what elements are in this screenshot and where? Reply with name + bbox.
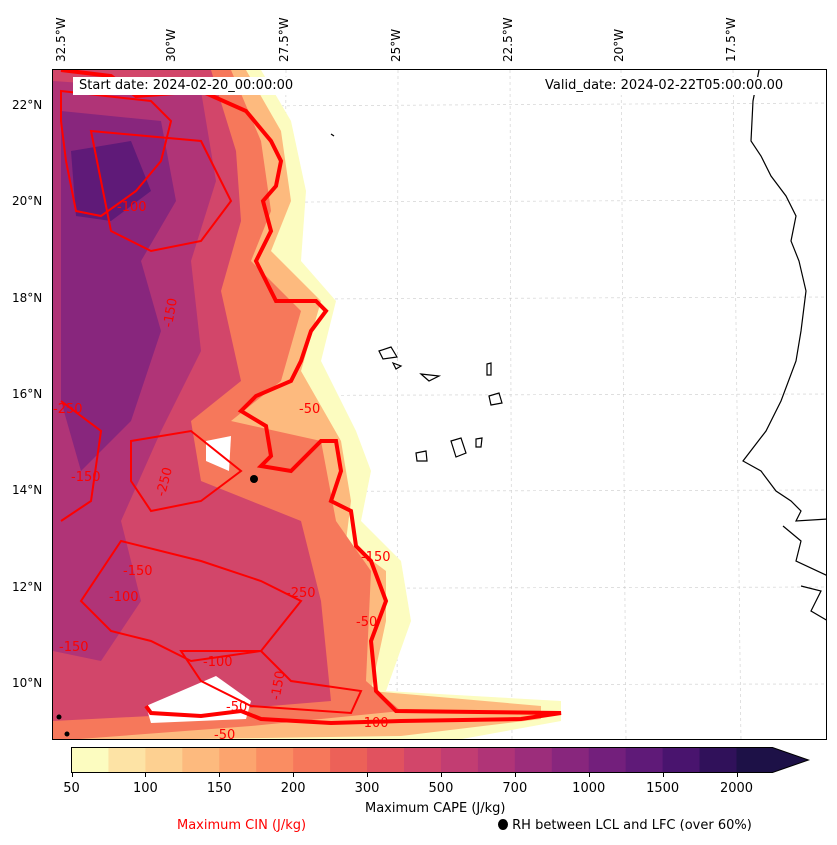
lat-label: 10°N	[12, 676, 43, 690]
colorbar-tick-label: 200	[280, 781, 306, 796]
colorbar-bin	[145, 747, 183, 773]
colorbar-bin	[514, 747, 553, 773]
contour-label: -50	[299, 402, 320, 417]
colorbar-bin	[551, 747, 590, 773]
rh-legend: RH between LCL and LFC (over 60%)	[498, 818, 752, 833]
colorbar-bin	[588, 747, 627, 773]
colorbar-bin	[330, 747, 368, 773]
contour-label: -100	[109, 590, 139, 605]
colorbar-bin	[367, 747, 405, 773]
contour-label: -100	[359, 716, 389, 731]
colorbar-bin	[477, 747, 516, 773]
lat-label: 22°N	[12, 98, 43, 112]
map-canvas: -100 -150 -250 -150 -50 -250 -150 -100 -…	[53, 70, 826, 740]
colorbar-bin	[256, 747, 294, 773]
colorbar-tick-label: 2000	[719, 781, 754, 796]
colorbar-tick-label: 300	[354, 781, 380, 796]
contour-label: -250	[53, 402, 83, 417]
contour-label: -150	[59, 640, 89, 655]
colorbar-bin	[662, 747, 701, 773]
colorbar-tick-mark	[71, 772, 73, 777]
colorbar-tick-label: 500	[428, 781, 454, 796]
colorbar-bin	[699, 747, 737, 773]
colorbar-bin	[404, 747, 442, 773]
contour-label: -150	[123, 564, 153, 579]
lon-label: 27.5°W	[277, 17, 291, 62]
colorbar-bin	[293, 747, 331, 773]
colorbar-tick-mark	[219, 772, 221, 777]
colorbar-tick-mark	[367, 772, 369, 777]
coastlines	[330, 70, 826, 621]
lat-label: 20°N	[12, 194, 43, 208]
valid-date: Valid_date: 2024-02-22T05:00:00.00	[539, 77, 790, 95]
cin-legend-label: Maximum CIN (J/kg)	[177, 818, 307, 833]
lon-label: 32.5°W	[54, 17, 68, 62]
rh-dot-icon	[498, 819, 508, 830]
lon-label: 25°W	[389, 28, 403, 62]
cin-contours	[60, 70, 562, 726]
contour-label: -50	[356, 615, 377, 630]
rh-legend-label: RH between LCL and LFC (over 60%)	[512, 818, 752, 833]
colorbar-bin	[625, 747, 664, 773]
colorbar-extend-arrow	[736, 747, 809, 773]
contour-label: -150	[269, 670, 289, 702]
contour-label: -50	[214, 728, 235, 740]
lat-label: 16°N	[12, 387, 43, 401]
colorbar-tick-label: 100	[132, 781, 158, 796]
lat-label: 18°N	[12, 291, 43, 305]
cape-field	[53, 70, 561, 739]
lon-label: 20°W	[612, 28, 626, 62]
colorbar	[71, 747, 811, 773]
contour-label: -250	[286, 586, 316, 601]
colorbar-tick-mark	[440, 772, 442, 777]
colorbar-bin	[182, 747, 220, 773]
colorbar-tick-mark	[662, 772, 664, 777]
colorbar-bin	[440, 747, 479, 773]
contour-labels: -100 -150 -250 -150 -50 -250 -150 -100 -…	[53, 200, 391, 740]
colorbar-tick-label: 1000	[572, 781, 606, 796]
colorbar-tick-mark	[293, 772, 295, 777]
colorbar-bin	[219, 747, 257, 773]
colorbar-tick-mark	[736, 772, 738, 777]
contour-label: -100	[117, 200, 147, 215]
lat-label: 12°N	[12, 580, 43, 594]
colorbar-tick-label: 150	[206, 781, 232, 796]
map-plot: -100 -150 -250 -150 -50 -250 -150 -100 -…	[52, 69, 827, 740]
lat-label: 14°N	[12, 483, 43, 497]
colorbar-tick-label: 1500	[646, 781, 680, 796]
start-date: Start date: 2024-02-20_00:00:00	[73, 77, 300, 95]
colorbar-tick-label: 700	[502, 781, 528, 796]
colorbar-label: Maximum CAPE (J/kg)	[365, 801, 506, 816]
colorbar-bin	[108, 747, 146, 773]
contour-label: -100	[203, 655, 233, 670]
colorbar-tick-mark	[588, 772, 590, 777]
contour-label: -150	[361, 550, 391, 565]
lon-label: 22.5°W	[501, 17, 515, 62]
colorbar-bin	[71, 747, 109, 773]
colorbar-bins	[71, 747, 811, 773]
colorbar-tick-mark	[514, 772, 516, 777]
contour-label: -150	[161, 297, 181, 329]
contour-label: -150	[71, 470, 101, 485]
colorbar-outline	[71, 747, 811, 773]
lon-label: 17.5°W	[724, 17, 738, 62]
rh-dots	[56, 475, 258, 737]
contour-label: -250	[154, 466, 176, 498]
colorbar-tick-mark	[145, 772, 147, 777]
contour-label: -50	[226, 700, 247, 715]
lon-label: 30°W	[164, 28, 178, 62]
colorbar-tick-label: 50	[63, 781, 80, 796]
